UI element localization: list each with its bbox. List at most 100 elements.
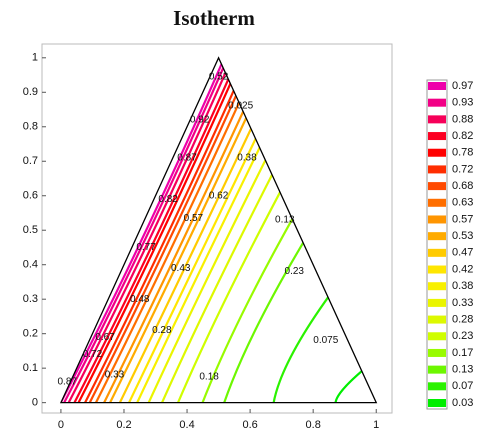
contour-label: 0.57 xyxy=(184,213,204,224)
contour-line xyxy=(74,72,237,403)
y-tick-label: 1 xyxy=(32,52,38,64)
x-tick-label: 0 xyxy=(58,419,64,431)
colorbar-label: 0.38 xyxy=(452,280,473,292)
colorbar-label: 0.97 xyxy=(452,80,473,92)
contour-label: 0.92 xyxy=(190,115,210,126)
colorbar-label: 0.78 xyxy=(452,147,473,159)
colorbar-swatch xyxy=(428,348,446,357)
contour-line xyxy=(132,137,266,403)
contour-line xyxy=(60,57,229,403)
contour-lines xyxy=(60,57,370,403)
colorbar-label: 0.68 xyxy=(452,180,473,192)
colorbar-swatch xyxy=(428,232,446,241)
colorbar-swatch xyxy=(428,165,446,174)
colorbar-label: 0.07 xyxy=(452,380,473,392)
y-tick-label: 0.5 xyxy=(23,224,38,236)
x-tick-label: 0.2 xyxy=(116,419,131,431)
contour-label: 0.28 xyxy=(152,325,172,336)
colorbar-label: 0.93 xyxy=(452,97,473,109)
colorbar-swatch xyxy=(428,265,446,274)
contour-label: 0.87 xyxy=(177,152,197,163)
contour-line xyxy=(220,233,310,403)
y-tick-label: 0.7 xyxy=(23,155,38,167)
contour-label: 0.72 xyxy=(83,349,103,360)
y-tick-label: 0.9 xyxy=(23,86,38,98)
contour-line xyxy=(105,107,252,403)
colorbar-label: 0.42 xyxy=(452,263,473,275)
contour-label: 0.82 xyxy=(158,194,178,205)
colorbar-swatch xyxy=(428,98,446,107)
colorbar-swatch xyxy=(428,248,446,257)
contour-line xyxy=(124,128,262,403)
contour-label: 0.23 xyxy=(285,266,305,277)
colorbar-label: 0.47 xyxy=(452,247,473,259)
contour-label: 0.38 xyxy=(237,152,257,163)
colorbar-swatch xyxy=(428,399,446,407)
contour-line xyxy=(174,182,287,403)
colorbar-label: 0.82 xyxy=(452,130,473,142)
contour-label: 0.67 xyxy=(95,332,115,343)
contour-line xyxy=(60,57,228,403)
contour-line xyxy=(99,100,249,403)
contour-line xyxy=(85,85,242,403)
plot-frame xyxy=(41,43,393,414)
contour-label: 0.18 xyxy=(199,371,219,382)
contour-label: 0.43 xyxy=(171,263,191,274)
colorbar-label: 0.03 xyxy=(452,397,473,409)
y-tick-label: 0.8 xyxy=(23,121,38,133)
contour-line xyxy=(91,91,245,403)
contour-label: 0.48 xyxy=(130,294,150,305)
colorbar-swatch xyxy=(428,332,446,341)
colorbar-label: 0.57 xyxy=(452,213,473,225)
y-tick-label: 0.4 xyxy=(23,259,38,271)
contour-line xyxy=(334,364,370,403)
contour-label: 0.13 xyxy=(275,215,295,226)
contour-label: 0.33 xyxy=(105,370,125,381)
colorbar-swatch xyxy=(428,315,446,324)
colorbar-swatch xyxy=(428,282,446,291)
contour-label: 0.62 xyxy=(209,190,229,201)
x-tick-label: 0.4 xyxy=(179,419,194,431)
colorbar-label: 0.28 xyxy=(452,313,473,325)
y-tick-label: 0.6 xyxy=(23,190,38,202)
colorbar-label: 0.23 xyxy=(452,330,473,342)
colorbar-swatch xyxy=(428,365,446,374)
colorbar-swatch xyxy=(428,82,446,90)
contour-line xyxy=(144,149,272,403)
colorbar-swatch xyxy=(428,298,446,307)
contour-label: 0.075 xyxy=(313,335,338,346)
contour-line xyxy=(157,164,279,403)
colorbar-frame xyxy=(426,79,448,410)
colorbar-swatch xyxy=(428,132,446,141)
y-tick-label: 0.2 xyxy=(23,328,38,340)
contour-line xyxy=(69,68,235,403)
colorbar-swatch xyxy=(428,215,446,224)
y-tick-label: 0.3 xyxy=(23,293,38,305)
colorbar-label: 0.72 xyxy=(452,163,473,175)
x-tick-label: 0.6 xyxy=(242,419,257,431)
colorbar-label: 0.53 xyxy=(452,230,473,242)
colorbar-swatch xyxy=(428,115,446,124)
colorbar-label: 0.17 xyxy=(452,347,473,359)
colorbar-label: 0.13 xyxy=(452,364,473,376)
colorbar-swatch xyxy=(428,198,446,207)
colorbar-label: 0.63 xyxy=(452,197,473,209)
contour-label: 0.87 xyxy=(57,377,77,388)
contour-line xyxy=(115,118,257,403)
chart-title: Isotherm xyxy=(173,6,255,30)
colorbar-swatch xyxy=(428,148,446,157)
colorbar-label: 0.33 xyxy=(452,297,473,309)
contour-label: 0.52 xyxy=(209,71,229,82)
contour-line xyxy=(64,61,232,403)
y-tick-label: 0.1 xyxy=(23,362,38,374)
colorbar-swatch xyxy=(428,382,446,391)
colorbar-label: 0.88 xyxy=(452,113,473,125)
x-tick-label: 0.8 xyxy=(306,419,321,431)
y-tick-label: 0 xyxy=(32,397,38,409)
domain-outline xyxy=(59,56,378,404)
contour-line xyxy=(80,79,240,403)
contour-line xyxy=(198,209,299,403)
x-tick-label: 1 xyxy=(373,419,379,431)
contour-line xyxy=(271,288,335,403)
